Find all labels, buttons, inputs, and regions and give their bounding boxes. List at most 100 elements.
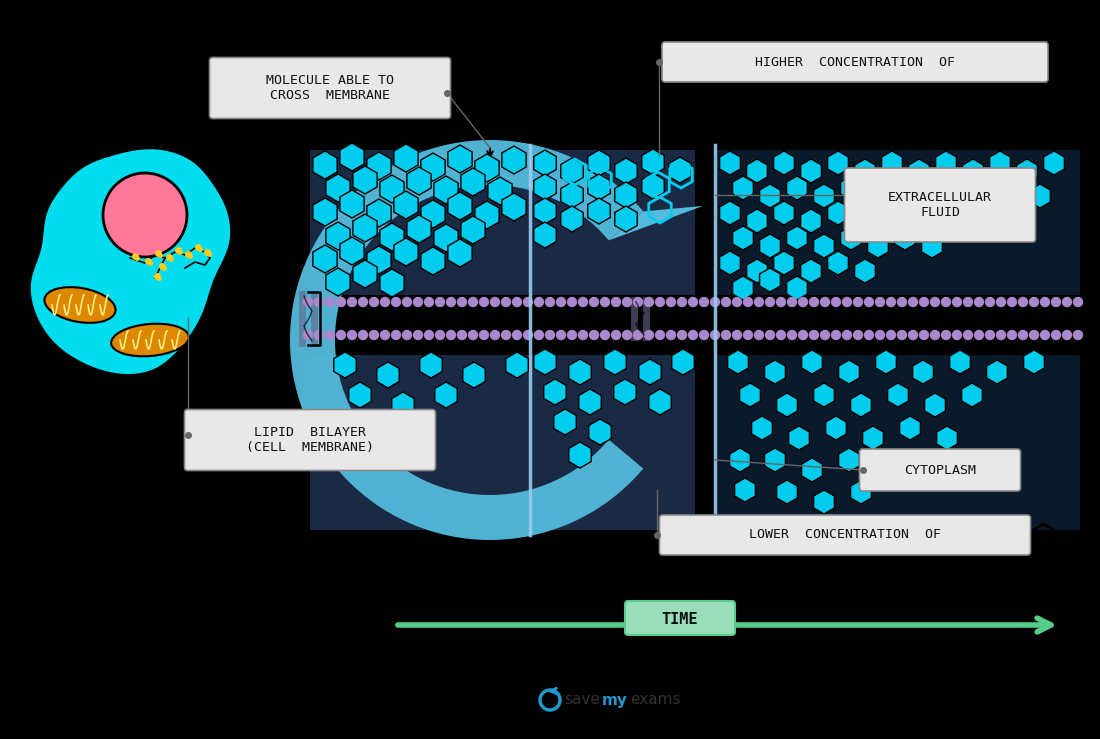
Circle shape <box>688 297 698 307</box>
Polygon shape <box>868 234 889 258</box>
Circle shape <box>754 297 764 307</box>
Circle shape <box>798 330 808 340</box>
Polygon shape <box>312 245 337 273</box>
Polygon shape <box>353 260 377 288</box>
Polygon shape <box>421 153 446 181</box>
Polygon shape <box>727 350 748 374</box>
Polygon shape <box>1016 159 1037 183</box>
Circle shape <box>456 297 468 307</box>
Circle shape <box>512 330 522 340</box>
Circle shape <box>412 297 424 307</box>
Circle shape <box>544 297 556 307</box>
Polygon shape <box>814 184 835 208</box>
Circle shape <box>379 330 390 340</box>
Circle shape <box>402 330 412 340</box>
FancyBboxPatch shape <box>209 58 451 118</box>
Circle shape <box>534 297 544 307</box>
Polygon shape <box>421 200 446 228</box>
Circle shape <box>632 297 644 307</box>
Polygon shape <box>814 234 835 258</box>
Polygon shape <box>502 193 526 221</box>
Polygon shape <box>751 416 772 440</box>
Circle shape <box>830 330 842 340</box>
Circle shape <box>984 330 996 340</box>
Circle shape <box>654 297 666 307</box>
Circle shape <box>490 330 500 340</box>
Circle shape <box>962 297 974 307</box>
Polygon shape <box>801 159 822 183</box>
Circle shape <box>874 330 886 340</box>
Polygon shape <box>888 383 909 407</box>
Text: my: my <box>602 692 628 707</box>
Polygon shape <box>534 174 557 200</box>
Polygon shape <box>475 201 499 229</box>
Polygon shape <box>353 214 377 242</box>
Circle shape <box>600 297 610 307</box>
Polygon shape <box>764 448 785 472</box>
Circle shape <box>1018 330 1028 340</box>
Polygon shape <box>615 158 637 184</box>
Circle shape <box>358 297 368 307</box>
Circle shape <box>566 330 578 340</box>
Circle shape <box>842 297 852 307</box>
Polygon shape <box>715 150 1080 295</box>
Polygon shape <box>962 209 983 233</box>
Polygon shape <box>715 355 1080 530</box>
Polygon shape <box>936 426 957 450</box>
Polygon shape <box>855 159 876 183</box>
Polygon shape <box>394 144 418 172</box>
Polygon shape <box>368 412 392 438</box>
Polygon shape <box>392 392 415 418</box>
Polygon shape <box>789 426 810 450</box>
Polygon shape <box>30 148 231 375</box>
Polygon shape <box>326 222 350 250</box>
Circle shape <box>710 297 720 307</box>
Circle shape <box>632 330 644 340</box>
Circle shape <box>974 330 984 340</box>
Polygon shape <box>379 269 404 297</box>
Circle shape <box>896 297 907 307</box>
Polygon shape <box>814 490 835 514</box>
Polygon shape <box>962 159 983 183</box>
Circle shape <box>336 330 346 340</box>
Circle shape <box>556 330 566 340</box>
Circle shape <box>798 297 808 307</box>
Circle shape <box>676 297 688 307</box>
Polygon shape <box>587 174 610 200</box>
Polygon shape <box>876 458 896 482</box>
Polygon shape <box>367 152 392 180</box>
Polygon shape <box>764 360 785 384</box>
Polygon shape <box>855 259 876 283</box>
Circle shape <box>644 297 654 307</box>
Circle shape <box>1040 330 1050 340</box>
Circle shape <box>720 330 732 340</box>
Polygon shape <box>936 201 956 225</box>
Polygon shape <box>326 174 350 202</box>
Polygon shape <box>433 224 458 252</box>
Polygon shape <box>376 362 399 388</box>
Polygon shape <box>561 206 583 232</box>
Polygon shape <box>587 198 610 224</box>
Polygon shape <box>488 177 513 205</box>
Polygon shape <box>448 239 472 267</box>
Polygon shape <box>850 480 871 504</box>
Polygon shape <box>922 234 943 258</box>
Polygon shape <box>735 478 756 502</box>
Text: EXTRACELLULAR
FLUID: EXTRACELLULAR FLUID <box>888 191 992 219</box>
Circle shape <box>644 330 654 340</box>
Ellipse shape <box>44 287 116 323</box>
Polygon shape <box>448 145 472 173</box>
Circle shape <box>346 330 358 340</box>
Polygon shape <box>420 352 442 378</box>
Polygon shape <box>814 383 835 407</box>
Circle shape <box>566 297 578 307</box>
Circle shape <box>468 297 478 307</box>
Polygon shape <box>760 268 780 292</box>
Polygon shape <box>340 237 364 265</box>
Circle shape <box>776 330 786 340</box>
Circle shape <box>732 330 742 340</box>
Circle shape <box>908 330 918 340</box>
Circle shape <box>478 297 490 307</box>
Circle shape <box>468 330 478 340</box>
Circle shape <box>346 297 358 307</box>
